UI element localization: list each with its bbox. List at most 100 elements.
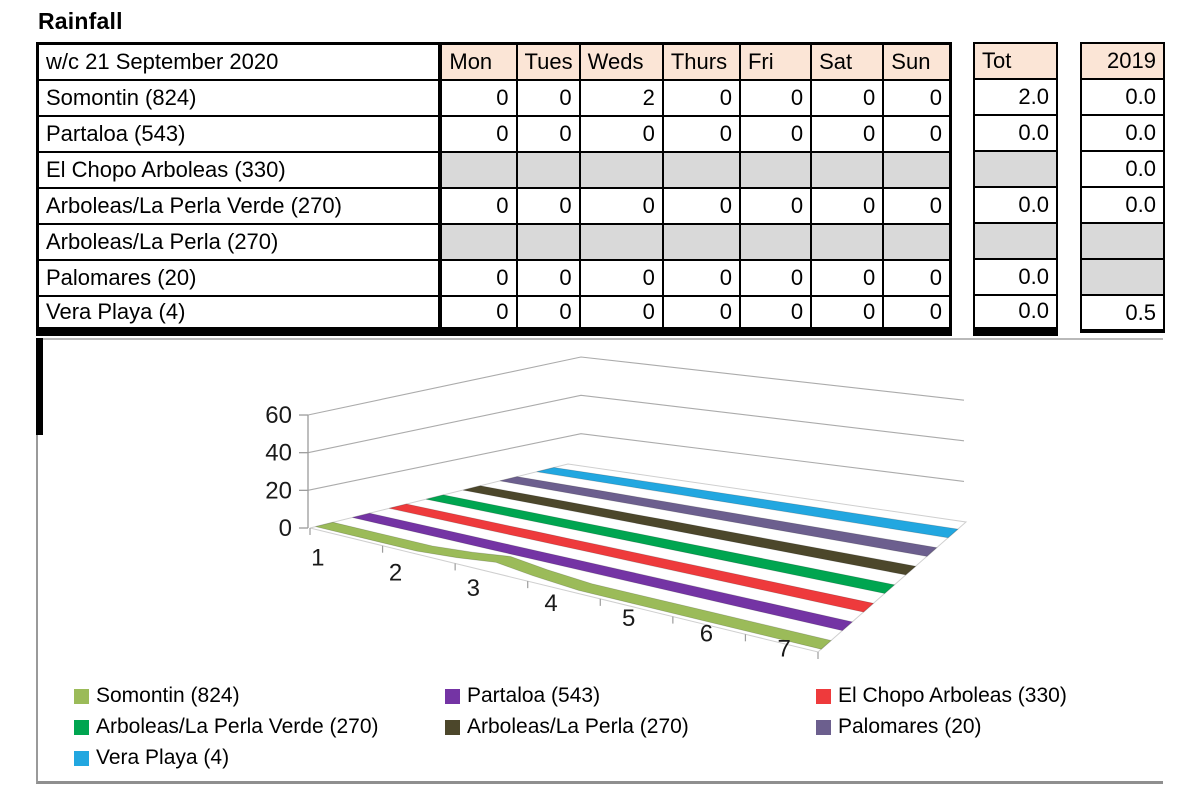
day-value-cell[interactable]: 0 xyxy=(661,294,741,333)
week-header-cell[interactable]: w/c 21 September 2020 xyxy=(36,42,443,81)
table-row: Vera Playa (4) 0 0 0 0 0 0 0 xyxy=(36,294,952,333)
day-header-cell[interactable]: Sun xyxy=(882,42,952,81)
day-value-cell[interactable]: 0 xyxy=(882,114,952,153)
day-value-cell[interactable] xyxy=(810,222,885,261)
row-label-cell[interactable]: Somontin (824) xyxy=(36,78,443,117)
day-value-cell[interactable] xyxy=(578,150,664,189)
day-value-cell[interactable]: 0 xyxy=(439,294,518,333)
row-label-cell[interactable]: Partaloa (543) xyxy=(36,114,443,153)
day-value-cell[interactable]: 0 xyxy=(738,258,813,297)
year-header-cell[interactable]: 2019 xyxy=(1080,42,1165,80)
day-value-cell[interactable] xyxy=(515,222,581,261)
day-value-cell[interactable] xyxy=(439,150,518,189)
day-value-cell[interactable]: 0 xyxy=(661,78,741,117)
table-row: Partaloa (543) 0 0 0 0 0 0 0 xyxy=(36,114,952,153)
prev-year-value-cell[interactable] xyxy=(1080,222,1165,260)
day-value-cell[interactable]: 0 xyxy=(661,186,741,225)
tot-value-cell[interactable]: 0.0 xyxy=(973,114,1058,152)
day-value-cell[interactable] xyxy=(661,150,741,189)
day-value-cell[interactable]: 0 xyxy=(882,186,952,225)
tot-value-cell[interactable]: 0.0 xyxy=(973,258,1058,296)
day-value-cell[interactable]: 0 xyxy=(810,186,885,225)
day-header-cell[interactable]: Weds xyxy=(578,42,664,81)
legend-item: Arboleas/La Perla Verde (270) xyxy=(74,715,445,739)
tot-value-cell[interactable] xyxy=(973,150,1058,188)
day-value-cell[interactable]: 0 xyxy=(515,114,581,153)
day-value-cell[interactable]: 0 xyxy=(439,186,518,225)
day-value-cell[interactable]: 0 xyxy=(439,78,518,117)
day-value-cell[interactable]: 0 xyxy=(515,258,581,297)
day-value-cell[interactable] xyxy=(578,222,664,261)
day-value-cell[interactable]: 0 xyxy=(810,114,885,153)
day-value-cell[interactable]: 0 xyxy=(515,78,581,117)
chart-container: 0 20 40 60 1 2 3 4 5 6 7 Somontin (824) Partaloa (5… xyxy=(36,338,1163,784)
day-value-cell[interactable]: 0 xyxy=(882,78,952,117)
day-value-cell[interactable] xyxy=(738,150,813,189)
day-header-cell[interactable]: Fri xyxy=(738,42,813,81)
day-value-cell[interactable] xyxy=(439,222,518,261)
day-value-cell[interactable]: 0 xyxy=(810,294,885,333)
day-value-cell[interactable]: 0 xyxy=(515,294,581,333)
tot-header-cell[interactable]: Tot xyxy=(973,42,1058,80)
tot-value-cell[interactable]: 0.0 xyxy=(973,186,1058,224)
day-value-cell[interactable]: 0 xyxy=(515,186,581,225)
day-value-cell[interactable]: 0 xyxy=(738,114,813,153)
row-label-cell[interactable]: Arboleas/La Perla Verde (270) xyxy=(36,186,443,225)
day-header-cell[interactable]: Tues xyxy=(515,42,581,81)
svg-text:20: 20 xyxy=(265,477,292,504)
day-value-cell[interactable]: 0 xyxy=(661,114,741,153)
day-value-cell[interactable]: 0 xyxy=(738,186,813,225)
row-label-cell[interactable]: Arboleas/La Perla (270) xyxy=(36,222,443,261)
day-value-cell[interactable]: 2 xyxy=(578,78,664,117)
day-value-cell[interactable]: 0 xyxy=(882,294,952,333)
day-value-cell[interactable]: 0 xyxy=(439,258,518,297)
day-value-cell[interactable]: 0 xyxy=(882,258,952,297)
day-value-cell[interactable] xyxy=(810,150,885,189)
tot-table: Tot 2.0 0.0 0.0 0.0 0.0 xyxy=(973,42,1058,336)
svg-text:7: 7 xyxy=(777,635,790,662)
day-value-cell[interactable] xyxy=(515,150,581,189)
day-value-cell[interactable] xyxy=(882,222,952,261)
day-value-cell[interactable]: 0 xyxy=(810,258,885,297)
chart-legend: Somontin (824) Partaloa (543) El Chopo Arb… xyxy=(74,684,1149,770)
prev-year-value-cell[interactable] xyxy=(1080,258,1165,296)
prev-year-value-cell[interactable]: 0.0 xyxy=(1080,150,1165,188)
day-value-cell[interactable] xyxy=(661,222,741,261)
prev-year-value-cell[interactable]: 0.0 xyxy=(1080,78,1165,116)
prev-year-value-cell[interactable]: 0.0 xyxy=(1080,186,1165,224)
day-value-cell[interactable]: 0 xyxy=(578,258,664,297)
row-label-cell[interactable]: Vera Playa (4) xyxy=(36,294,443,333)
day-value-cell[interactable] xyxy=(882,150,952,189)
svg-text:2: 2 xyxy=(389,560,402,587)
table-row: Somontin (824) 0 0 2 0 0 0 0 xyxy=(36,78,952,117)
day-value-cell[interactable]: 0 xyxy=(578,294,664,333)
legend-label: Vera Playa (4) xyxy=(96,746,230,769)
day-value-cell[interactable]: 0 xyxy=(578,186,664,225)
legend-swatch-icon xyxy=(445,719,460,735)
tot-value-cell[interactable] xyxy=(973,222,1058,260)
day-value-cell[interactable] xyxy=(738,222,813,261)
day-value-cell[interactable]: 0 xyxy=(738,294,813,333)
prev-year-value-cell[interactable]: 0.0 xyxy=(1080,114,1165,152)
day-header-cell[interactable]: Mon xyxy=(439,42,518,81)
legend-item: Somontin (824) xyxy=(74,684,445,708)
day-header-cell[interactable]: Thurs xyxy=(661,42,741,81)
header-row: w/c 21 September 2020 Mon Tues Weds Thurs Fri… xyxy=(36,42,952,81)
tot-value-cell[interactable]: 0.0 xyxy=(973,294,1058,332)
prev-year-value-cell[interactable]: 0.5 xyxy=(1080,294,1165,332)
day-value-cell[interactable]: 0 xyxy=(738,78,813,117)
day-value-cell[interactable]: 0 xyxy=(578,114,664,153)
day-header-cell[interactable]: Sat xyxy=(810,42,885,81)
legend-label: Arboleas/La Perla (270) xyxy=(467,715,689,738)
tot-table-body: Tot 2.0 0.0 0.0 0.0 0.0 xyxy=(973,42,1058,332)
legend-item: Palomares (20) xyxy=(816,715,1149,739)
row-label-cell[interactable]: Palomares (20) xyxy=(36,258,443,297)
day-value-cell[interactable]: 0 xyxy=(439,114,518,153)
main-table-body: w/c 21 September 2020 Mon Tues Weds Thurs Fri… xyxy=(36,42,952,333)
legend-swatch-icon xyxy=(445,688,460,704)
row-label-cell[interactable]: El Chopo Arboleas (330) xyxy=(36,150,443,189)
legend-item: Arboleas/La Perla (270) xyxy=(445,715,816,739)
tot-value-cell[interactable]: 2.0 xyxy=(973,78,1058,116)
day-value-cell[interactable]: 0 xyxy=(810,78,885,117)
day-value-cell[interactable]: 0 xyxy=(661,258,741,297)
